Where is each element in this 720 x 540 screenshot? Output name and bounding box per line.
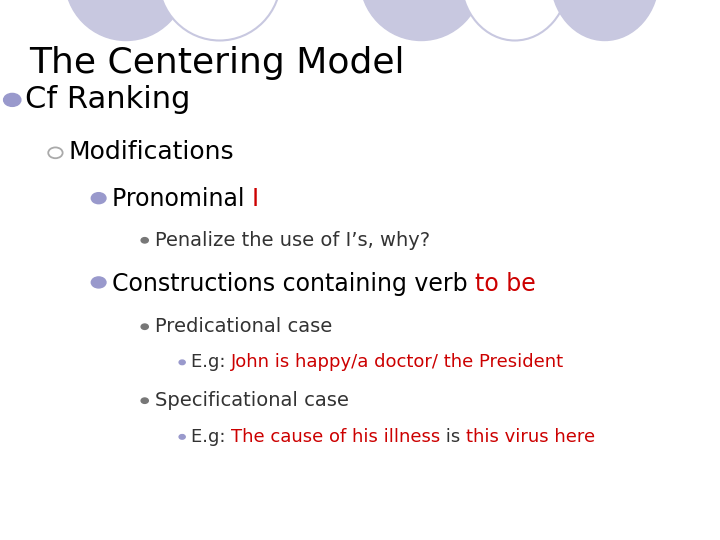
Text: E.g:: E.g:: [191, 428, 231, 445]
Text: this virus here: this virus here: [467, 428, 595, 445]
Circle shape: [48, 147, 63, 158]
Text: Constructions containing verb: Constructions containing verb: [112, 272, 474, 295]
Circle shape: [179, 360, 185, 364]
Ellipse shape: [360, 0, 482, 40]
Text: The Centering Model: The Centering Model: [29, 46, 405, 80]
Text: Predicational case: Predicational case: [155, 317, 332, 336]
Text: Modifications: Modifications: [68, 140, 234, 164]
Ellipse shape: [551, 0, 659, 40]
Circle shape: [4, 93, 21, 106]
Text: Cf Ranking: Cf Ranking: [25, 85, 191, 114]
Circle shape: [141, 238, 148, 243]
Text: is: is: [441, 428, 467, 445]
Circle shape: [91, 277, 106, 288]
Circle shape: [179, 435, 185, 439]
Text: E.g:: E.g:: [191, 353, 231, 371]
Ellipse shape: [461, 0, 569, 40]
Text: Penalize the use of I’s, why?: Penalize the use of I’s, why?: [155, 231, 430, 249]
Text: The cause of his illness: The cause of his illness: [231, 428, 441, 445]
Text: I: I: [251, 187, 258, 211]
Ellipse shape: [65, 0, 187, 40]
Circle shape: [91, 193, 106, 204]
Ellipse shape: [158, 0, 281, 40]
Circle shape: [141, 398, 148, 403]
Circle shape: [141, 324, 148, 329]
Text: Pronominal: Pronominal: [112, 187, 251, 211]
Text: Specificational case: Specificational case: [155, 391, 348, 410]
Text: to be: to be: [474, 272, 536, 295]
Text: John is happy/a doctor/ the President: John is happy/a doctor/ the President: [231, 353, 564, 371]
